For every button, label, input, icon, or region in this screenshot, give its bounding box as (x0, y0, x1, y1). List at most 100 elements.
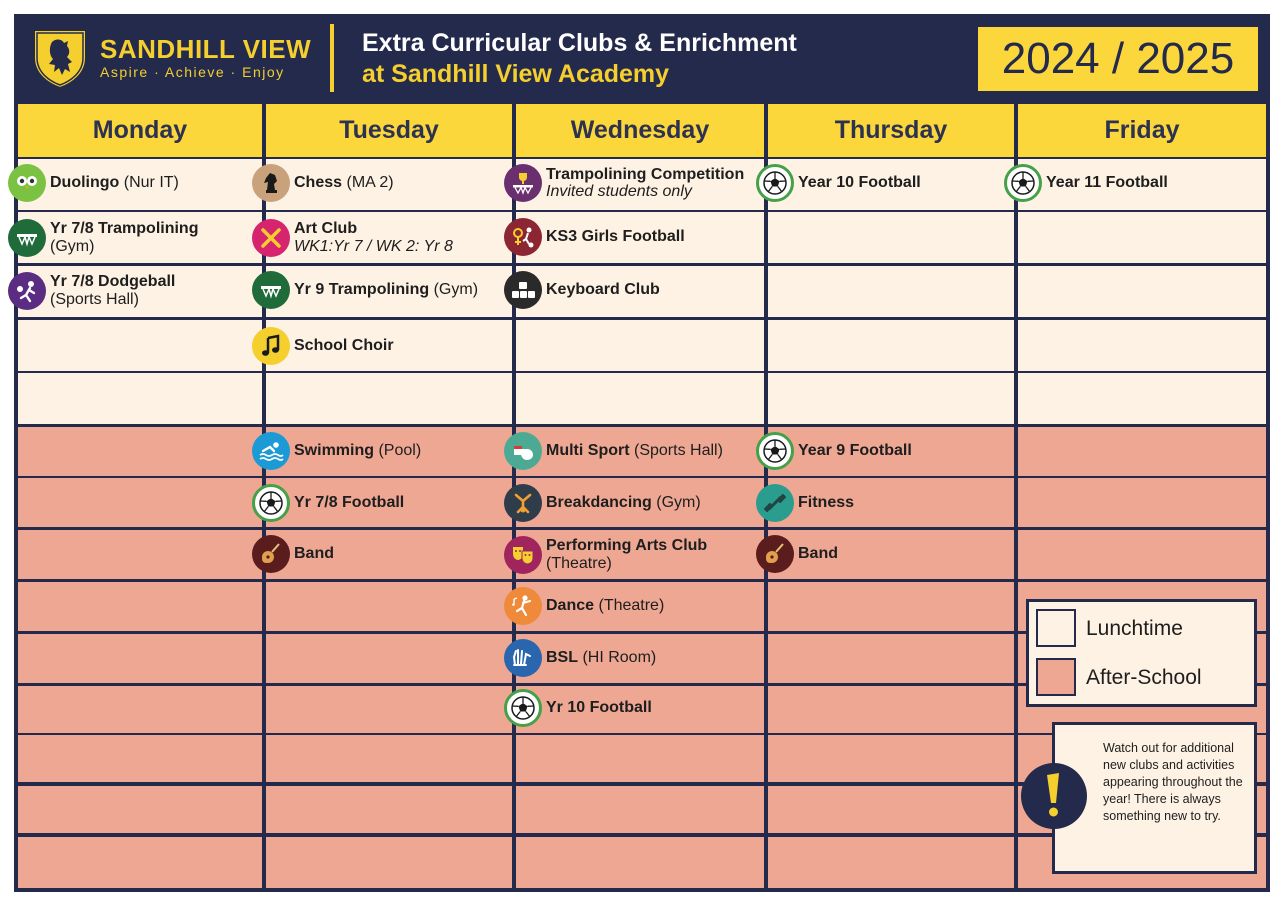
grid-cell-afterschool (516, 530, 764, 579)
grid-cell-lunchtime (768, 320, 1014, 371)
list-item: Band (756, 535, 838, 573)
grid-cell-afterschool (266, 427, 512, 476)
club-name: Yr 7/8 Football (294, 494, 405, 511)
club-name: Yr 10 Football (546, 699, 652, 716)
day-header-wednesday: Wednesday (516, 104, 764, 157)
day-header-monday: Monday (18, 104, 262, 157)
club-detail: (Theatre) (598, 597, 665, 614)
list-item: Dance (Theatre) (504, 587, 664, 625)
exclamation-icon (1021, 763, 1087, 829)
note-text: Watch out for additional new clubs and a… (1103, 741, 1243, 823)
grid-cell-lunchtime (516, 266, 764, 317)
list-item: Yr 7/8 Football (252, 484, 404, 522)
grid-cell-afterschool (266, 582, 512, 631)
club-name: Year 11 Football (1046, 174, 1168, 191)
sign-hands-icon (504, 639, 542, 677)
list-item: Keyboard Club (504, 271, 660, 309)
list-item: Performing Arts Club (Theatre) (504, 536, 707, 574)
grid-cell-lunchtime (1018, 266, 1266, 317)
grid-cell-lunchtime (266, 266, 512, 317)
grid-cell-lunchtime (1018, 373, 1266, 424)
club-detail: (HI Room) (582, 649, 657, 666)
grid-cell-lunchtime (266, 373, 512, 424)
club-name: Yr 7/8 Trampolining (50, 220, 199, 237)
club-detail: (Sports Hall) (634, 442, 723, 459)
grid-cell-afterschool (18, 686, 262, 733)
page-subtitle: at Sandhill View Academy (362, 60, 670, 88)
football-icon (756, 432, 794, 470)
guitar-icon (252, 535, 290, 573)
grid-cell-lunchtime (768, 212, 1014, 263)
grid-cell-lunchtime (266, 212, 512, 263)
theatre-masks-icon (504, 536, 542, 574)
grid-cell-afterschool (768, 582, 1014, 631)
grid-cell-afterschool (266, 837, 512, 888)
lion-shield-icon (33, 29, 87, 90)
list-item: Multi Sport (Sports Hall) (504, 432, 723, 470)
club-detail: (MA 2) (346, 174, 394, 191)
list-item: Band (252, 535, 334, 573)
football-icon (1004, 164, 1042, 202)
grid-cell-afterschool (18, 478, 262, 527)
grid-cell-afterschool (18, 735, 262, 782)
club-name: Band (294, 545, 334, 562)
list-item: Breakdancing (Gym) (504, 484, 701, 522)
girls-football-icon (504, 218, 542, 256)
grid-cell-afterschool (516, 582, 764, 631)
legend-label-lunchtime: Lunchtime (1086, 617, 1183, 640)
grid-cell-afterschool (18, 582, 262, 631)
club-name: BSL (546, 649, 578, 666)
list-item: Yr 7/8 Trampolining (Gym) (8, 219, 198, 257)
club-name: Yr 7/8 Dodgeball (50, 273, 176, 290)
owl-icon (8, 164, 46, 202)
grid-cell-lunchtime (1018, 212, 1266, 263)
whistle-icon (504, 432, 542, 470)
club-name: Swimming (294, 442, 375, 459)
trampoline-icon (252, 271, 290, 309)
list-item: Fitness (756, 484, 854, 522)
list-item: BSL (HI Room) (504, 639, 656, 677)
grid-cell-afterschool (266, 735, 512, 782)
grid-cell-afterschool (1018, 478, 1266, 527)
club-name: Duolingo (50, 174, 120, 191)
day-header-friday: Friday (1018, 104, 1266, 157)
day-header-thursday: Thursday (768, 104, 1014, 157)
grid-cell-afterschool (18, 427, 262, 476)
grid-cell-lunchtime (18, 266, 262, 317)
grid-cell-lunchtime (768, 266, 1014, 317)
list-item: Year 9 Football (756, 432, 912, 470)
list-item: Trampolining Competition Invited students… (504, 164, 744, 202)
grid-cell-lunchtime (516, 373, 764, 424)
header: SANDHILL VIEW Aspire · Achieve · Enjoy E… (14, 14, 1270, 102)
list-item: Year 11 Football (1004, 164, 1168, 202)
club-name: Keyboard Club (546, 281, 660, 298)
academic-year-badge: 2024 / 2025 (978, 27, 1258, 91)
list-item: Duolingo (Nur IT) (8, 164, 179, 202)
legend-label-afterschool: After-School (1086, 666, 1202, 689)
club-name: Fitness (798, 494, 855, 511)
logo-tagline: Aspire · Achieve · Enjoy (100, 64, 285, 80)
trampoline-icon (8, 219, 46, 257)
grid-cell-afterschool (768, 530, 1014, 579)
list-item: Yr 9 Trampolining (Gym) (252, 271, 478, 309)
grid-cell-afterschool (516, 735, 764, 782)
list-item: School Choir (252, 327, 394, 365)
list-item: Yr 7/8 Dodgeball (Sports Hall) (8, 272, 175, 310)
grid-cell-afterschool (266, 634, 512, 683)
grid-cell-afterschool (768, 735, 1014, 782)
club-name: Chess (294, 174, 343, 191)
logo-name: SANDHILL VIEW (100, 34, 312, 64)
breakdance-icon (504, 484, 542, 522)
club-detail: (Theatre) (546, 555, 612, 572)
grid-cell-afterschool (768, 634, 1014, 683)
grid-cell-afterschool (266, 786, 512, 833)
grid-cell-afterschool (266, 530, 512, 579)
grid-cell-afterschool (516, 478, 764, 527)
club-name: Performing Arts Club (546, 537, 708, 554)
grid-cell-afterschool (516, 786, 764, 833)
grid-cell-afterschool (768, 478, 1014, 527)
swimming-icon (252, 432, 290, 470)
grid-cell-afterschool (768, 837, 1014, 888)
grid-cell-afterschool (18, 634, 262, 683)
club-name: Year 10 Football (798, 174, 921, 191)
